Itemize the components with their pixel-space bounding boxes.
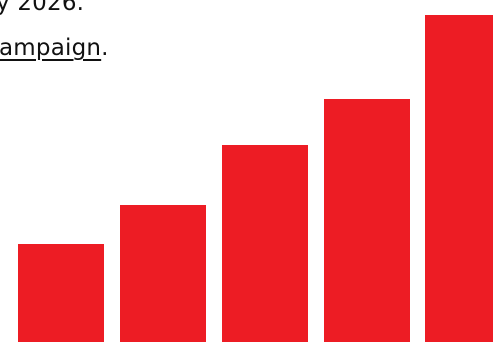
intro-line-1: y 2026. — [0, 0, 84, 16]
chart-bar-3 — [222, 145, 308, 342]
chart-bar-2 — [120, 205, 206, 342]
campaign-link[interactable]: ampaign — [0, 35, 102, 61]
chart-bar-4 — [324, 99, 410, 342]
chart-bar-1 — [18, 244, 104, 342]
chart-bar-5 — [425, 15, 493, 342]
intro-line-2: ampaign. — [0, 35, 109, 61]
intro-line-1-text: y 2026. — [0, 0, 85, 16]
intro-line-2-suffix: . — [101, 35, 109, 61]
